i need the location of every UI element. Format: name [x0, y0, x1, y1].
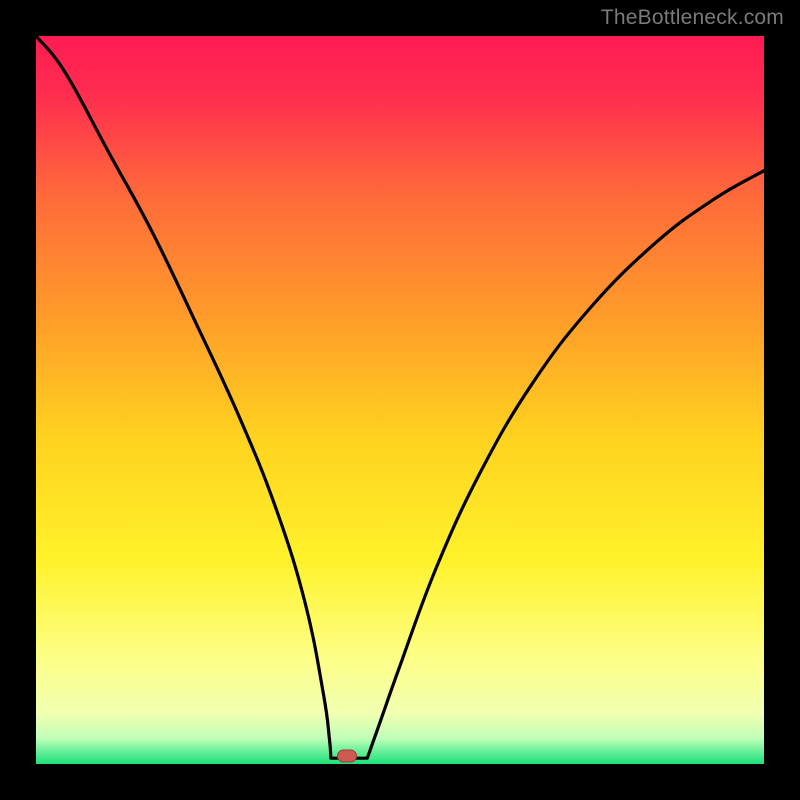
curve-path	[36, 36, 764, 758]
bottleneck-curve	[36, 36, 764, 764]
bottleneck-marker	[337, 749, 357, 762]
watermark-text: TheBottleneck.com	[601, 6, 784, 30]
chart-plot-area	[36, 36, 764, 764]
